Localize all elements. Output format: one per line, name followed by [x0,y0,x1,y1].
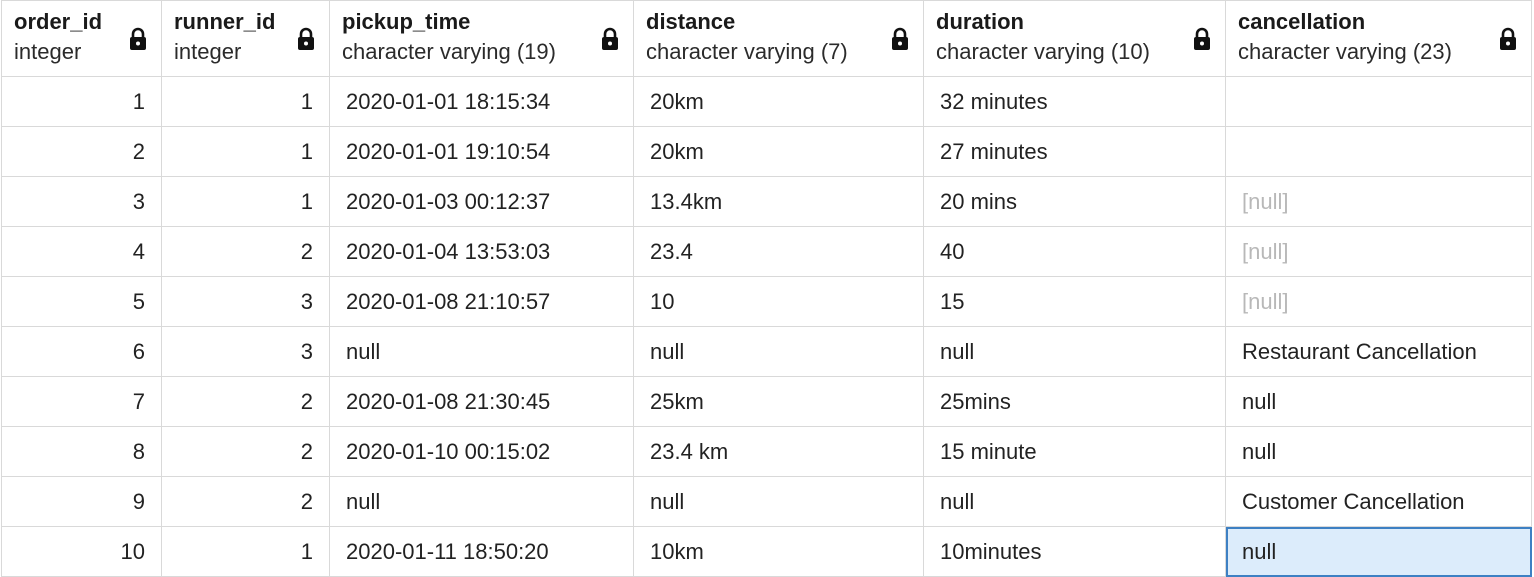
column-name: runner_id [174,9,276,34]
cell-cancellation[interactable]: null [1225,376,1532,427]
cell-cancellation[interactable]: Restaurant Cancellation [1225,326,1532,377]
cell-runner-id[interactable]: 2 [161,476,330,527]
cell-duration[interactable]: 25mins [923,376,1226,427]
table-row: 3 1 2020-01-03 00:12:37 13.4km 20 mins [… [1,176,1532,227]
table-row: 8 2 2020-01-10 00:15:02 23.4 km 15 minut… [1,426,1532,477]
cell-distance[interactable]: 20km [633,76,924,127]
column-type: integer [14,39,82,64]
cell-pickup-time[interactable]: 2020-01-01 19:10:54 [329,126,634,177]
cell-runner-id[interactable]: 2 [161,226,330,277]
table-row: 5 3 2020-01-08 21:10:57 10 15 [null] [1,276,1532,327]
cell-duration[interactable]: null [923,476,1226,527]
table-row: 2 1 2020-01-01 19:10:54 20km 27 minutes [1,126,1532,177]
lock-icon [602,27,618,50]
column-name: duration [936,9,1024,34]
cell-cancellation-selected[interactable]: null [1225,526,1532,577]
cell-distance[interactable]: 10 [633,276,924,327]
cell-pickup-time[interactable]: 2020-01-08 21:10:57 [329,276,634,327]
column-name: pickup_time [342,9,471,34]
column-header-pickup-time[interactable]: pickup_time character varying (19) [329,0,634,77]
cell-runner-id[interactable]: 1 [161,126,330,177]
cell-order-id[interactable]: 5 [1,276,162,327]
cell-runner-id[interactable]: 1 [161,176,330,227]
cell-runner-id[interactable]: 1 [161,526,330,577]
cell-runner-id[interactable]: 3 [161,276,330,327]
cell-duration[interactable]: null [923,326,1226,377]
table-row: 1 1 2020-01-01 18:15:34 20km 32 minutes [1,76,1532,127]
cell-cancellation-null[interactable]: [null] [1225,226,1532,277]
cell-order-id[interactable]: 4 [1,226,162,277]
column-header-distance[interactable]: distance character varying (7) [633,0,924,77]
lock-icon [130,27,146,50]
column-type: character varying (19) [342,39,556,64]
cell-distance[interactable]: null [633,476,924,527]
cell-duration[interactable]: 15 [923,276,1226,327]
column-name: distance [646,9,736,34]
lock-icon [1500,27,1516,50]
cell-pickup-time[interactable]: 2020-01-01 18:15:34 [329,76,634,127]
table-row: 10 1 2020-01-11 18:50:20 10km 10minutes … [1,526,1532,577]
table-row: 4 2 2020-01-04 13:53:03 23.4 40 [null] [1,226,1532,277]
column-header-order-id[interactable]: order_id integer [1,0,162,77]
cell-duration[interactable]: 40 [923,226,1226,277]
column-type: character varying (7) [646,39,848,64]
table-row: 6 3 null null null Restaurant Cancellati… [1,326,1532,377]
cell-order-id[interactable]: 9 [1,476,162,527]
lock-icon [892,27,908,50]
cell-duration[interactable]: 27 minutes [923,126,1226,177]
cell-distance[interactable]: null [633,326,924,377]
cell-runner-id[interactable]: 2 [161,426,330,477]
cell-distance[interactable]: 23.4 [633,226,924,277]
column-type: character varying (23) [1238,39,1452,64]
cell-duration[interactable]: 32 minutes [923,76,1226,127]
column-type: character varying (10) [936,39,1150,64]
cell-distance[interactable]: 10km [633,526,924,577]
cell-runner-id[interactable]: 3 [161,326,330,377]
cell-order-id[interactable]: 2 [1,126,162,177]
cell-cancellation[interactable] [1225,76,1532,127]
table-row: 7 2 2020-01-08 21:30:45 25km 25mins null [1,376,1532,427]
cell-cancellation-null[interactable]: [null] [1225,276,1532,327]
column-header-duration[interactable]: duration character varying (10) [923,0,1226,77]
column-name: order_id [14,9,103,34]
cell-pickup-time[interactable]: 2020-01-11 18:50:20 [329,526,634,577]
cell-order-id[interactable]: 7 [1,376,162,427]
cell-duration[interactable]: 15 minute [923,426,1226,477]
column-type: integer [174,39,242,64]
cell-order-id[interactable]: 1 [1,76,162,127]
cell-distance[interactable]: 20km [633,126,924,177]
cell-cancellation[interactable]: Customer Cancellation [1225,476,1532,527]
cell-cancellation-null[interactable]: [null] [1225,176,1532,227]
cell-pickup-time[interactable]: 2020-01-03 00:12:37 [329,176,634,227]
lock-icon [1194,27,1210,50]
cell-pickup-time[interactable]: null [329,326,634,377]
cell-order-id[interactable]: 8 [1,426,162,477]
header-row: order_id integer runner_id integer [1,0,1532,77]
cell-cancellation[interactable]: null [1225,426,1532,477]
column-header-cancellation[interactable]: cancellation character varying (23) [1225,0,1532,77]
cell-duration[interactable]: 20 mins [923,176,1226,227]
cell-runner-id[interactable]: 1 [161,76,330,127]
lock-icon [298,27,314,50]
cell-runner-id[interactable]: 2 [161,376,330,427]
cell-cancellation[interactable] [1225,126,1532,177]
cell-pickup-time[interactable]: 2020-01-04 13:53:03 [329,226,634,277]
cell-pickup-time[interactable]: 2020-01-08 21:30:45 [329,376,634,427]
cell-order-id[interactable]: 6 [1,326,162,377]
table-row: 9 2 null null null Customer Cancellation [1,476,1532,527]
cell-distance[interactable]: 25km [633,376,924,427]
cell-pickup-time[interactable]: null [329,476,634,527]
cell-duration[interactable]: 10minutes [923,526,1226,577]
cell-distance[interactable]: 23.4 km [633,426,924,477]
cell-distance[interactable]: 13.4km [633,176,924,227]
cell-pickup-time[interactable]: 2020-01-10 00:15:02 [329,426,634,477]
cell-order-id[interactable]: 3 [1,176,162,227]
column-header-runner-id[interactable]: runner_id integer [161,0,330,77]
cell-order-id[interactable]: 10 [1,526,162,577]
column-name: cancellation [1238,9,1366,34]
